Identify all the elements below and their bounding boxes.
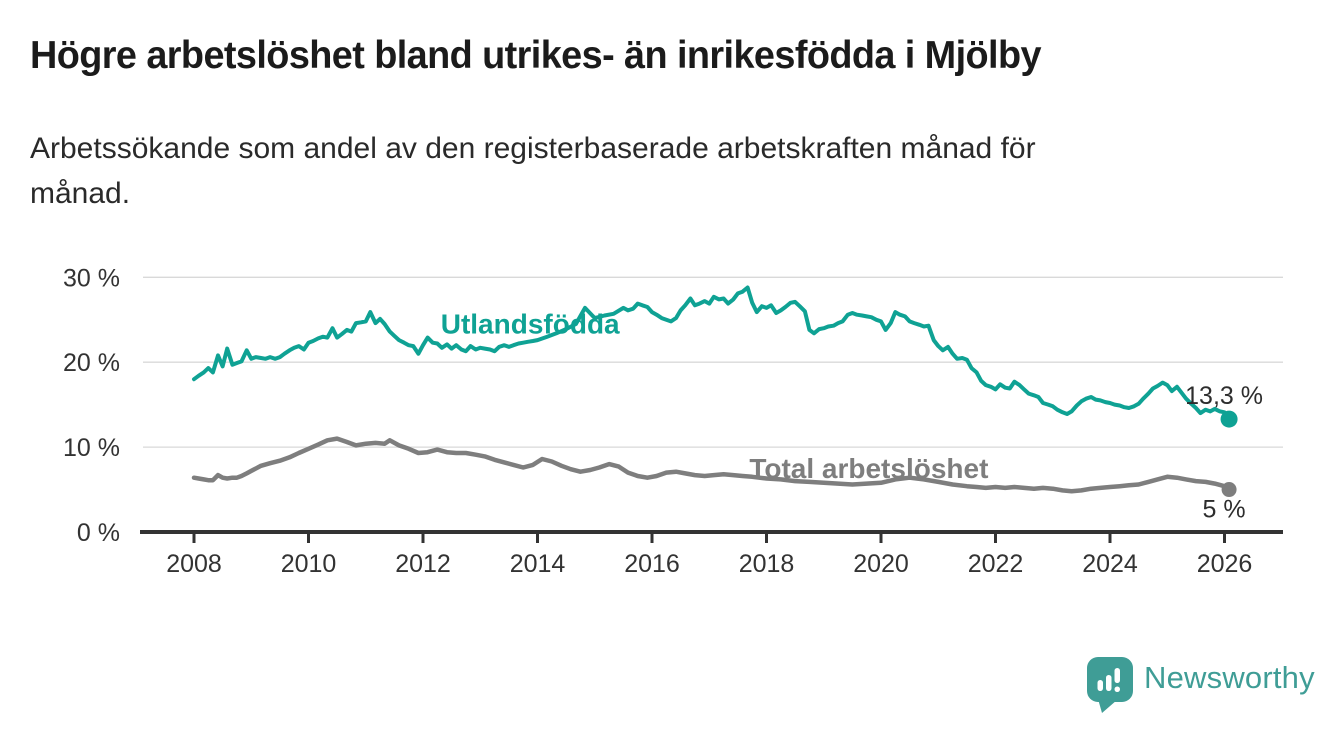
subtitle-line-2: månad. (30, 177, 131, 210)
end-annotation-utlandsf-dda: 13,3 % (1185, 382, 1263, 410)
x-tick-label-2022: 2022 (968, 550, 1024, 578)
subtitle-line-1: Arbetssökande som andel av den registerb… (30, 132, 1036, 165)
newsworthy-logo: Newsworthy (1086, 656, 1315, 714)
x-tick-label-2020: 2020 (853, 550, 909, 578)
y-tick-label-0: 0 % (77, 519, 120, 547)
series-line-utlandsf-dda (192, 285, 1232, 422)
y-tick-label-30: 30 % (63, 264, 120, 292)
x-tick-label-2014: 2014 (510, 550, 566, 578)
chart-subtitle: Arbetssökande som andel av den registerb… (30, 126, 1250, 216)
x-tick-label-2026: 2026 (1197, 550, 1253, 578)
series-label-utlandsf-dda: Utlandsfödda (441, 308, 620, 339)
x-tick-label-2012: 2012 (395, 550, 451, 578)
x-tick-label-2008: 2008 (166, 550, 222, 578)
series-end-dot-total-arbetsl-shet (1221, 482, 1237, 498)
newsworthy-logo-text: Newsworthy (1144, 660, 1315, 695)
y-tick-label-10: 10 % (63, 434, 120, 462)
page-title: Högre arbetslöshet bland utrikes- än inr… (30, 34, 1042, 77)
y-tick-label-20: 20 % (63, 349, 120, 377)
x-tick-label-2016: 2016 (624, 550, 680, 578)
speech-bubble-bar-chart-icon (1087, 657, 1133, 713)
end-annotation-total-arbetsl-shet: 5 % (1203, 496, 1246, 524)
series-label-total-arbetsl-shet: Total arbetslöshet (749, 453, 988, 484)
x-tick-label-2018: 2018 (739, 550, 795, 578)
series-line-total-arbetsl-shet (191, 436, 1232, 494)
series-end-dot-utlandsf-dda (1220, 410, 1238, 428)
x-tick-label-2010: 2010 (281, 550, 337, 578)
x-tick-label-2024: 2024 (1082, 550, 1138, 578)
